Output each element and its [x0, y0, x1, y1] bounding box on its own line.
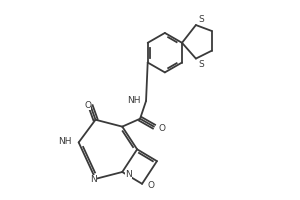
Text: S: S	[199, 60, 205, 69]
Text: N: N	[90, 175, 97, 184]
Text: O: O	[84, 101, 91, 110]
Text: O: O	[159, 124, 166, 133]
Text: NH: NH	[58, 137, 72, 146]
Text: NH: NH	[128, 96, 141, 105]
Text: O: O	[147, 181, 154, 190]
Text: N: N	[125, 170, 132, 179]
Text: S: S	[199, 15, 205, 24]
